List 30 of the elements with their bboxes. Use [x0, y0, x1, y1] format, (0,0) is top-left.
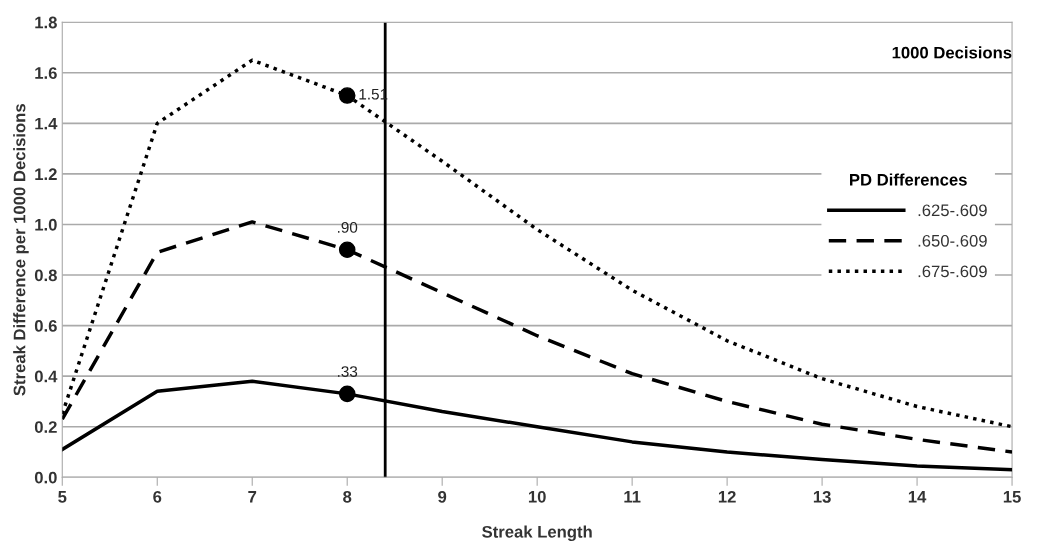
y-tick-label: 1.8 [35, 16, 57, 29]
y-axis-title: Streak Difference per 1000 Decisions [13, 104, 29, 396]
x-tick-label: 15 [1003, 491, 1021, 503]
y-tick-label: 1.2 [35, 168, 57, 180]
annotation: 1000 Decisions [892, 46, 1012, 59]
data-label: .33 [337, 366, 358, 377]
x-tick-label: 12 [718, 490, 736, 503]
y-tick-label: 1.6 [35, 67, 57, 79]
legend-label: .675-.609 [918, 265, 987, 278]
x-tick-label: 9 [438, 490, 447, 503]
x-tick-label: 8 [343, 490, 352, 503]
x-tick-label: 5 [58, 491, 67, 503]
y-tick-label: 0.8 [34, 269, 57, 282]
x-axis-title: Streak Length [482, 525, 592, 542]
x-tick-label: 11 [624, 491, 641, 503]
legend-label: .650-.609 [918, 234, 987, 247]
x-tick-label: 10 [528, 490, 546, 503]
y-tick-label: 1.4 [35, 117, 58, 130]
x-tick-label: 14 [908, 491, 927, 503]
legend-title: PD Differences [850, 173, 967, 186]
y-tick-label: 0.4 [34, 370, 58, 383]
y-tick-label: 1.0 [35, 218, 57, 231]
x-tick-label: 13 [813, 490, 831, 503]
y-tick-label: 0.6 [34, 320, 57, 332]
y-tick-label: 0.2 [34, 421, 57, 433]
y-tick-label: 0.0 [34, 471, 57, 484]
x-tick-label: 7 [248, 491, 257, 503]
legend-label: .625-.609 [918, 204, 987, 217]
x-tick-label: 6 [153, 490, 162, 503]
data-label: .90 [337, 222, 358, 233]
